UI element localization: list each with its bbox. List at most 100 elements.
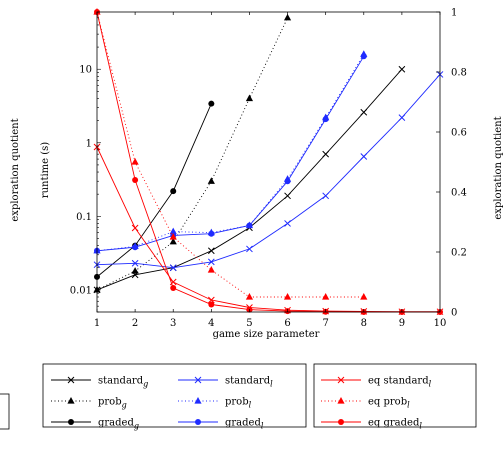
right-tick-label: 0 <box>451 308 457 319</box>
data-point <box>208 100 215 107</box>
legend-marker <box>338 419 344 425</box>
legend-marker <box>194 376 202 384</box>
legend-subscript: l <box>419 422 422 431</box>
data-point <box>208 301 215 308</box>
legend: standardg probg gradedg standardl probl grade… <box>42 363 477 431</box>
legend-label: gradedg <box>98 418 139 431</box>
legend-entry: eq probl <box>321 397 410 410</box>
left-tick-label: 1 <box>86 138 92 149</box>
data-point <box>132 177 139 183</box>
clipped-legend-fragment <box>0 393 10 430</box>
legend-box-main <box>42 363 307 428</box>
data-point <box>360 53 367 60</box>
series-layer <box>93 8 444 316</box>
data-point <box>245 293 254 300</box>
legend-label: standardg <box>98 376 148 389</box>
data-point <box>246 222 253 229</box>
x-tick-label: 9 <box>399 318 405 329</box>
data-point <box>170 188 177 195</box>
legend-label: standardl <box>225 376 273 389</box>
legend-subscript: g <box>143 380 148 389</box>
legend-subscript: l <box>249 401 252 410</box>
plot-frame <box>96 11 441 313</box>
legend-marker <box>337 376 345 384</box>
series-8 <box>94 9 443 315</box>
data-point <box>131 267 139 274</box>
legend-entry: gradedg <box>51 418 139 431</box>
legend-label: probg <box>98 397 127 410</box>
series-line-4 <box>96 53 365 252</box>
plot-area-border <box>96 11 441 313</box>
legend-subscript: l <box>429 380 432 389</box>
x-tick-label: 5 <box>246 318 252 329</box>
legend-entry: gradedl <box>178 418 264 431</box>
legend-subscript: l <box>261 422 264 431</box>
legend-subscript: g <box>122 401 127 410</box>
tick-layer: 1 2 3 4 5 6 7 8 9 10 0.01 0.1 1 10 0 0.2 0.4 0.6 0.8 1 <box>70 8 467 330</box>
legend-label: eq probl <box>368 397 410 410</box>
legend-marker <box>195 419 201 425</box>
series-7 <box>93 8 368 300</box>
legend-marker <box>194 397 202 404</box>
left-tick-label: 0.1 <box>76 212 92 223</box>
series-2 <box>94 100 215 280</box>
data-point <box>322 116 329 123</box>
data-point <box>246 245 253 253</box>
data-point <box>398 114 406 121</box>
right-tick-label: 1 <box>451 8 457 19</box>
legend-box-eq <box>313 363 477 428</box>
left-tick-label: 0.01 <box>70 285 92 296</box>
data-point <box>207 258 215 266</box>
data-point <box>284 192 291 200</box>
left-axis-outer-label: exploration quotient <box>10 118 21 221</box>
data-point <box>322 192 330 200</box>
x-axis-label: game size parameter <box>213 329 320 340</box>
data-point <box>322 293 330 300</box>
series-line-6 <box>96 146 440 313</box>
legend-entry: probg <box>51 397 127 410</box>
data-point <box>207 177 215 184</box>
data-point <box>360 108 368 116</box>
legend-subscript: l <box>407 401 410 410</box>
right-tick-label: 0.6 <box>451 128 467 139</box>
data-point <box>169 264 177 272</box>
series-line-2 <box>96 103 212 278</box>
legend-marker <box>67 376 75 384</box>
left-tick-label: 10 <box>79 65 92 76</box>
legend-label: eq standardl <box>368 376 432 389</box>
legend-label: gradedl <box>225 418 264 431</box>
x-tick-label: 4 <box>208 318 214 329</box>
legend-subscript: g <box>134 422 139 431</box>
series-3 <box>93 71 444 272</box>
legend-subscript: l <box>270 380 273 389</box>
data-point <box>169 233 177 240</box>
data-point <box>169 278 177 286</box>
data-point <box>131 158 139 165</box>
legend-entry: standardg <box>51 376 148 389</box>
x-tick-label: 1 <box>94 318 100 329</box>
legend-label: eq gradedl <box>368 418 422 431</box>
data-point <box>169 227 177 235</box>
series-line-7 <box>96 11 364 298</box>
x-tick-label: 3 <box>170 318 176 329</box>
data-point <box>169 237 177 245</box>
series-4 <box>93 50 368 254</box>
x-tick-label: 6 <box>284 318 290 329</box>
legend-entry: probl <box>178 397 252 410</box>
data-point <box>207 247 215 255</box>
data-point <box>284 220 291 227</box>
series-line-0 <box>96 68 403 291</box>
x-tick-label: 7 <box>322 318 328 329</box>
series-1 <box>93 13 292 293</box>
x-tick-label: 2 <box>132 318 138 329</box>
legend-entry: standardl <box>178 376 273 389</box>
data-point <box>245 94 254 102</box>
data-point <box>207 296 215 304</box>
data-point <box>322 150 330 158</box>
data-point <box>132 244 139 251</box>
data-point <box>398 65 406 73</box>
series-line-5 <box>96 56 365 252</box>
legend-marker <box>68 419 74 425</box>
series-line-1 <box>96 17 289 291</box>
